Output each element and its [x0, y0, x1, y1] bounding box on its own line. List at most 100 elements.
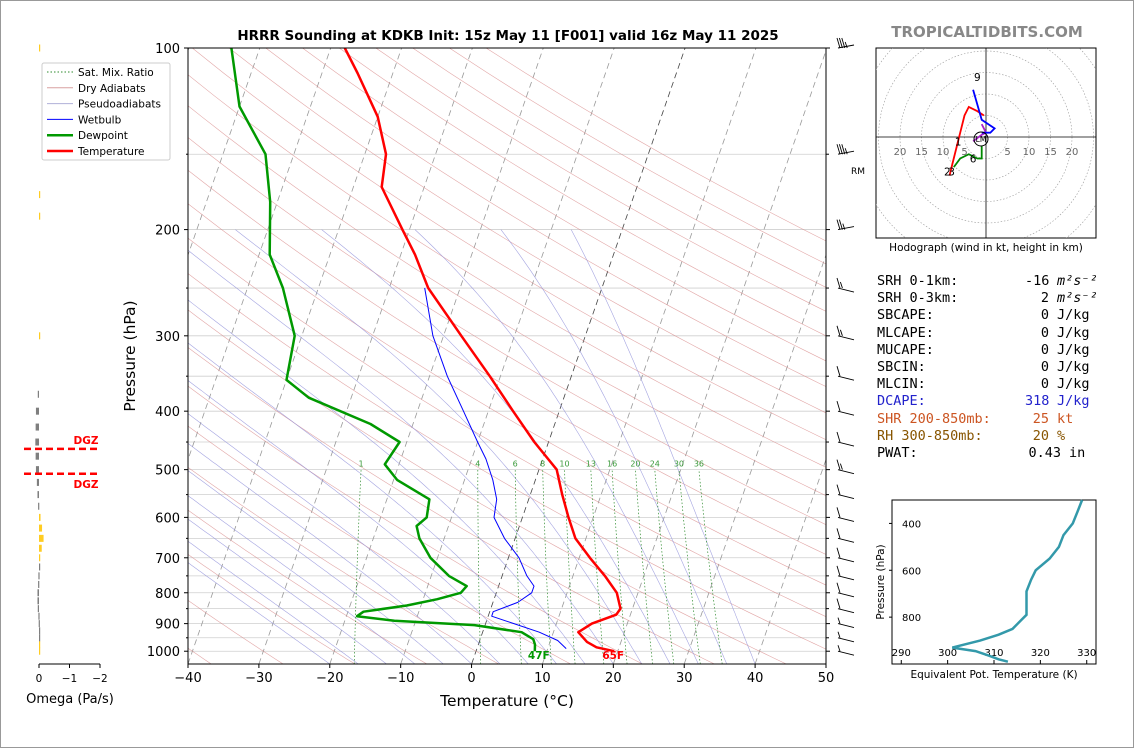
mixing-ratio-label: 36: [694, 460, 704, 469]
hodograph-ring-label: 10: [937, 147, 950, 158]
y-tick-label: 900: [155, 618, 180, 633]
theta-e-x-tick-label: 320: [1031, 648, 1050, 659]
index-row: MLCIN: 0 J/kg: [877, 376, 1098, 393]
hodograph: 20 15 10 5 5 10 15 20 9 16 23 LM: [876, 48, 1096, 238]
omega-bar: [35, 407, 39, 415]
dry-adiabat: [188, 203, 826, 586]
mixing-ratio-line: [590, 469, 605, 664]
index-unit: J/kg: [1057, 324, 1090, 341]
theta-e-y-label: Pressure (hPa): [875, 544, 887, 619]
y-tick-label: 200: [155, 224, 180, 239]
y-axis-label: Pressure (hPa): [121, 300, 139, 411]
index-label: SHR 200-850mb:: [877, 410, 991, 427]
isotherm: [258, 48, 473, 664]
hodograph-ring-label: 15: [1044, 147, 1057, 158]
omega-bar: [38, 620, 40, 628]
index-unit: J/kg: [1057, 341, 1090, 358]
y-tick-label: 1000: [147, 645, 180, 660]
brand-label: TROPICALTIDBITS.COM: [891, 23, 1083, 41]
mixing-ratio-line: [514, 469, 522, 664]
omega-bar: [39, 524, 43, 532]
mixing-ratio-line: [678, 469, 701, 664]
theta-e-y-tick-label: 600: [902, 566, 921, 577]
index-value: 20: [1032, 427, 1049, 444]
wind-barb: [836, 366, 855, 381]
rm-label: RM: [851, 167, 865, 177]
x-tick-label: 10: [534, 671, 551, 686]
index-value: 0: [1040, 376, 1049, 393]
wind-barb: [836, 459, 855, 475]
moist-adiabat: [188, 518, 387, 664]
index-value: 318: [1025, 393, 1050, 410]
moist-adiabat: [414, 229, 699, 664]
hodograph-height-label: 6: [970, 154, 977, 166]
omega-bar: [37, 597, 39, 605]
storm-motion-label: LM: [976, 135, 987, 144]
isotherm: [471, 48, 686, 664]
dgz-label: DGZ: [74, 435, 99, 447]
x-tick-label: −10: [387, 671, 414, 686]
theta-e-x-tick-label: 290: [892, 648, 911, 659]
dry-adiabat: [188, 105, 826, 496]
theta-e-panel: 290 300 310 320 330 400 600 800: [889, 499, 1097, 665]
omega-bar: [37, 491, 39, 499]
x-tick-label: 20: [605, 671, 622, 686]
wind-barb: [836, 144, 855, 155]
dry-adiabat: [188, 237, 826, 618]
index-value: 0: [1040, 324, 1049, 341]
theta-e-x-label: Equivalent Pot. Temperature (K): [910, 669, 1077, 681]
index-label: SRH 0-3km:: [877, 290, 959, 307]
y-tick-label: 100: [155, 42, 180, 57]
moist-adiabat: [321, 229, 671, 664]
theta-e-profile: [951, 499, 1084, 663]
y-tick-label: 400: [155, 405, 180, 420]
omega-bar: [35, 452, 39, 460]
wind-barb: [837, 645, 855, 656]
hodograph-ring-label: 20: [894, 147, 907, 158]
index-unit: J/kg: [1057, 358, 1090, 375]
index-label: MUCAPE:: [877, 341, 934, 358]
isotherm: [542, 48, 757, 664]
wind-barb: [836, 547, 855, 563]
index-value: 0: [1040, 307, 1049, 324]
omega-tick-label: 0: [36, 673, 43, 685]
omega-axis-label: Omega (Pa/s): [26, 692, 114, 707]
index-row: MLCAPE: 0 J/kg: [877, 325, 1098, 342]
omega-bar: [39, 212, 41, 220]
hodograph-trace: [972, 123, 988, 143]
mixing-ratio-label: 1: [359, 460, 364, 469]
index-value: 0: [1040, 341, 1049, 358]
y-tick-label: 300: [155, 330, 180, 345]
legend-box: [41, 62, 171, 161]
legend-entry: Wetbulb: [78, 114, 122, 126]
dry-adiabat: [339, 48, 826, 337]
wind-barb: [836, 37, 855, 49]
x-tick-label: −40: [174, 671, 201, 686]
omega-panel: 0 −1 −2 DGZ DGZ: [24, 44, 108, 685]
wind-barb: [837, 631, 855, 643]
moist-adiabat: [188, 299, 586, 664]
storm-motion-marker: [973, 131, 989, 147]
omega-bar: [39, 191, 41, 199]
mixing-ratio-label: 8: [540, 460, 545, 469]
mixing-ratio-label: 6: [513, 460, 518, 469]
legend-entry: Temperature: [77, 146, 145, 158]
y-tick-label: 700: [155, 552, 180, 567]
wind-barb: [837, 617, 855, 629]
omega-bar: [38, 612, 40, 620]
index-row: RH 300-850mb: 20%: [877, 428, 1098, 445]
wind-barb: [836, 528, 855, 543]
x-axis-label: Temperature (°C): [439, 692, 574, 710]
wetbulb-profile: [424, 287, 567, 649]
mixing-ratio-line: [564, 469, 576, 664]
hodograph-height-label: 1: [955, 136, 962, 148]
dry-adiabat: [188, 309, 787, 664]
index-unit: %: [1057, 427, 1066, 444]
dewpoint-profile: [230, 48, 537, 652]
index-unit: m²s⁻²: [1057, 273, 1098, 289]
isotherm: [188, 48, 332, 461]
isotherm: [188, 48, 402, 664]
omega-bar: [36, 478, 39, 486]
hodograph-ring-label: 20: [1066, 147, 1079, 158]
wind-barb: [836, 219, 855, 231]
